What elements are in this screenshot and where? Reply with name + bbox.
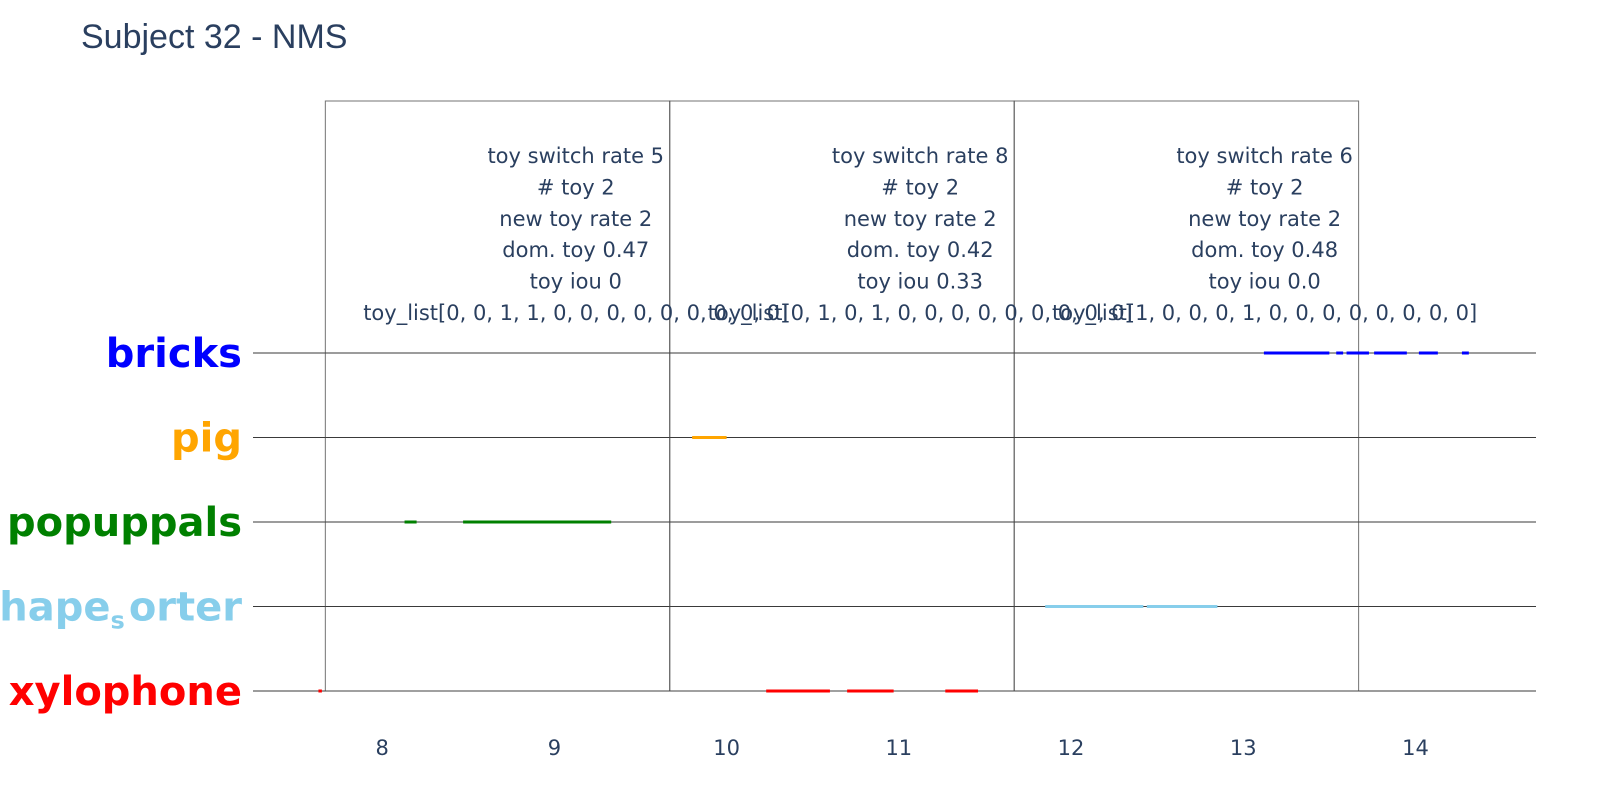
category-label-bricks: bricks xyxy=(106,331,242,377)
x-axis-ticks: 8 9 10 11 12 13 14 xyxy=(375,736,1428,760)
x-tick-label: 11 xyxy=(885,736,912,760)
x-tick-label: 12 xyxy=(1058,736,1085,760)
annotation-line: new toy rate 2 xyxy=(499,207,652,231)
annotation-line: dom. toy 0.47 xyxy=(502,238,649,262)
window-boxes xyxy=(324,100,1360,692)
grid-layer xyxy=(253,352,1536,692)
annotation-line: toy switch rate 8 xyxy=(832,144,1009,168)
window-box-3 xyxy=(1013,100,1360,692)
x-tick-label: 8 xyxy=(375,736,388,760)
annotation-line: dom. toy 0.42 xyxy=(847,238,994,262)
annotation-line: new toy rate 2 xyxy=(1188,207,1341,231)
window-annotation-3: toy switch rate 6 # toy 2 new toy rate 2 do… xyxy=(1052,144,1477,326)
x-tick-label: 9 xyxy=(548,736,561,760)
x-tick-label: 14 xyxy=(1402,736,1429,760)
window-box-1 xyxy=(324,100,671,692)
annotation-line: toy switch rate 6 xyxy=(1176,144,1353,168)
category-label-pig: pig xyxy=(171,416,242,462)
x-tick-label: 10 xyxy=(713,736,740,760)
window-annotation-2: toy switch rate 8 # toy 2 new toy rate 2 do… xyxy=(708,144,1133,326)
annotation-line: toy_list[1, 0, 0, 0, 1, 0, 0, 0, 0, 0, 0… xyxy=(1052,301,1477,326)
window-annotation-1: toy switch rate 5 # toy 2 new toy rate 2 do… xyxy=(363,144,788,326)
segment-layer xyxy=(318,351,1469,693)
annotation-layer: toy switch rate 5 # toy 2 new toy rate 2 do… xyxy=(363,144,1477,326)
annotation-line: toy_list[0, 0, 1, 1, 0, 0, 0, 0, 0, 0, 0… xyxy=(363,301,788,326)
x-tick-label: 13 xyxy=(1230,736,1257,760)
chart-title: Subject 32 - NMS xyxy=(81,18,347,56)
window-box-2 xyxy=(669,100,1015,692)
annotation-line: # toy 2 xyxy=(881,175,959,199)
annotation-line: toy switch rate 5 xyxy=(487,144,664,168)
annotation-line: toy iou 0.0 xyxy=(1208,270,1320,294)
annotation-line: toy_list[0, 1, 0, 1, 0, 0, 0, 0, 0, 0, 0… xyxy=(708,301,1133,326)
annotation-line: toy iou 0.33 xyxy=(857,270,983,294)
annotation-line: # toy 2 xyxy=(537,175,615,199)
category-label-popuppals: popuppals xyxy=(7,500,242,546)
annotation-line: toy iou 0 xyxy=(530,270,622,294)
annotation-line: # toy 2 xyxy=(1226,175,1304,199)
annotation-line: dom. toy 0.48 xyxy=(1191,238,1338,262)
annotation-line: new toy rate 2 xyxy=(844,207,997,231)
category-label-xylophone: xylophone xyxy=(9,669,242,715)
